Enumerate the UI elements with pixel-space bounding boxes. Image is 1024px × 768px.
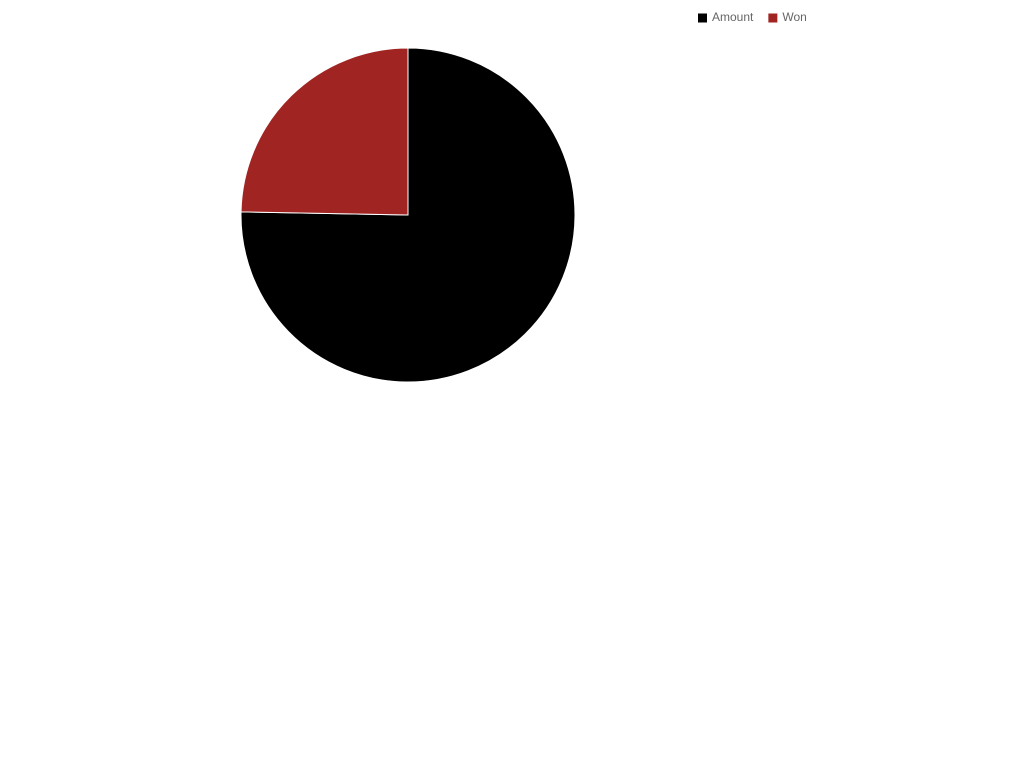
legend-label: Won <box>782 10 806 24</box>
legend-swatch <box>768 13 778 23</box>
legend-label: Amount <box>712 10 754 24</box>
legend-swatch <box>698 13 707 23</box>
pie-slice <box>240 47 409 216</box>
pie-slice <box>240 47 576 383</box>
